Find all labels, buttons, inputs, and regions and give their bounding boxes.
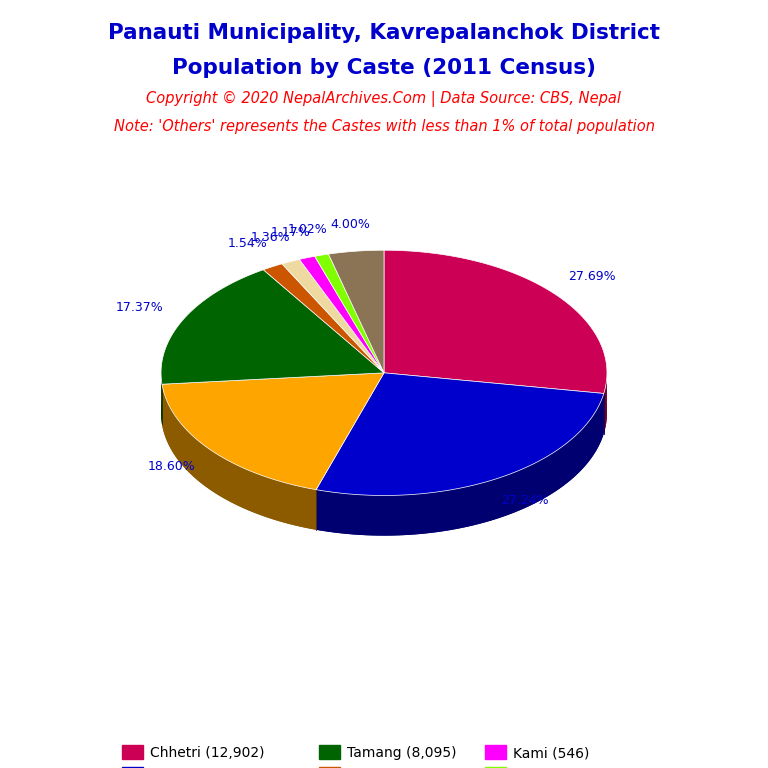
- Text: Note: 'Others' represents the Castes with less than 1% of total population: Note: 'Others' represents the Castes wit…: [114, 119, 654, 134]
- Polygon shape: [263, 304, 384, 413]
- Polygon shape: [300, 296, 384, 413]
- Polygon shape: [161, 371, 162, 425]
- Polygon shape: [316, 393, 604, 535]
- Text: Panauti Municipality, Kavrepalanchok District: Panauti Municipality, Kavrepalanchok Dis…: [108, 23, 660, 43]
- Polygon shape: [384, 290, 607, 434]
- Text: Population by Caste (2011 Census): Population by Caste (2011 Census): [172, 58, 596, 78]
- Polygon shape: [315, 254, 384, 372]
- Text: 1.17%: 1.17%: [270, 226, 310, 239]
- Text: 18.60%: 18.60%: [148, 460, 196, 473]
- Text: 27.69%: 27.69%: [568, 270, 616, 283]
- Text: 17.37%: 17.37%: [115, 301, 164, 314]
- Polygon shape: [161, 270, 384, 384]
- Polygon shape: [282, 300, 384, 413]
- Polygon shape: [315, 294, 384, 413]
- Polygon shape: [316, 372, 604, 495]
- Polygon shape: [162, 384, 316, 530]
- Text: Copyright © 2020 NepalArchives.Com | Data Source: CBS, Nepal: Copyright © 2020 NepalArchives.Com | Dat…: [147, 91, 621, 107]
- Text: 27.24%: 27.24%: [502, 494, 549, 507]
- Text: 1.36%: 1.36%: [250, 230, 290, 243]
- Polygon shape: [604, 372, 607, 434]
- Polygon shape: [300, 257, 384, 372]
- Legend: Chhetri (12,902), Brahmin - Hill (12,691), Newar (8,666), Tamang (8,095), Sarki : Chhetri (12,902), Brahmin - Hill (12,691…: [115, 738, 653, 768]
- Polygon shape: [329, 290, 384, 413]
- Text: 1.02%: 1.02%: [288, 223, 328, 236]
- Text: 4.00%: 4.00%: [330, 218, 370, 231]
- Text: 1.54%: 1.54%: [228, 237, 268, 250]
- Polygon shape: [282, 260, 384, 372]
- Polygon shape: [162, 413, 384, 530]
- Polygon shape: [384, 250, 607, 393]
- Polygon shape: [329, 250, 384, 372]
- Polygon shape: [162, 372, 384, 490]
- Polygon shape: [161, 310, 384, 425]
- Polygon shape: [263, 263, 384, 372]
- Polygon shape: [316, 413, 604, 535]
